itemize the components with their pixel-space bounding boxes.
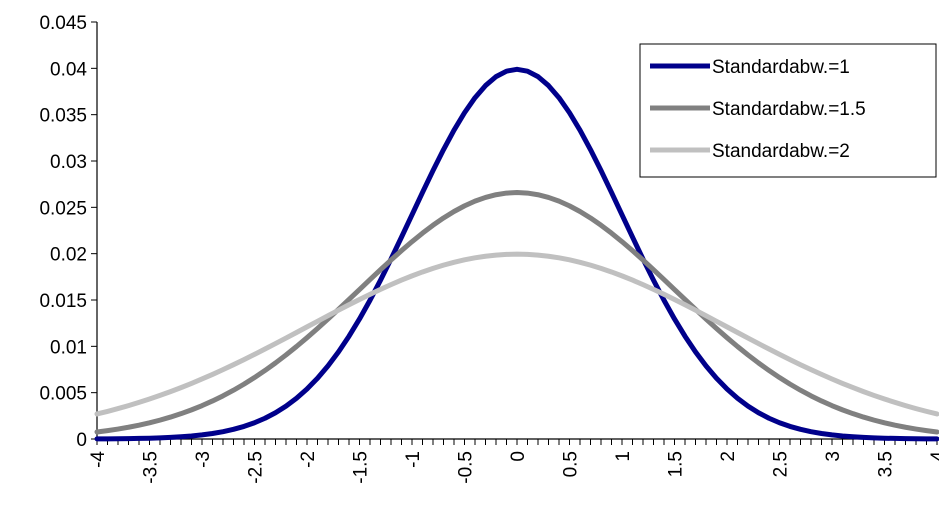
legend-label-2: Standardabw.=1.5 <box>712 99 866 120</box>
series-lines <box>94 66 939 442</box>
series-line-2 <box>94 190 939 435</box>
axes <box>91 21 938 445</box>
x-tick-label: -2 <box>298 451 319 468</box>
x-tick-label: 4 <box>928 451 939 462</box>
series-line-1 <box>94 66 939 442</box>
y-tick-label: 0.04 <box>50 59 87 80</box>
y-tick-label: 0.03 <box>50 152 87 173</box>
y-tick-label: 0.02 <box>50 245 87 266</box>
x-tick-labels: -4 -3.5 -3 -2.5 -2 -1.5 -1 -0.5 0 0.5 1 1.5 2 2.5 3 3.5… <box>88 451 939 484</box>
x-tick-label: 2 <box>718 451 739 462</box>
x-tick-label: -1 <box>403 451 424 468</box>
x-tick-label: 3.5 <box>876 451 897 477</box>
x-tick-label: 0 <box>508 451 529 462</box>
legend-label-1: Standardabw.=1 <box>712 57 850 78</box>
y-tick-label: 0 <box>76 430 87 451</box>
x-tick-label: -2.5 <box>246 451 267 484</box>
y-tick-labels: 0 0.005 0.01 0.015 0.02 0.025 0.03 0.035 0.04 0.0… <box>39 13 87 451</box>
legend-label-3: Standardabw.=2 <box>712 141 850 162</box>
y-tick-label: 0.045 <box>39 13 87 34</box>
x-tick-label: -3.5 <box>141 451 162 484</box>
y-tick-label: 0.035 <box>39 106 87 127</box>
y-tick-label: 0.005 <box>39 384 87 405</box>
x-tick-label: -4 <box>88 451 109 468</box>
series-line-3 <box>94 251 939 417</box>
x-tick-label: 3 <box>823 451 844 462</box>
x-tick-label: 0.5 <box>561 451 582 477</box>
y-tick-label: 0.01 <box>50 337 87 358</box>
y-tick-label: 0.025 <box>39 198 87 219</box>
y-tick-label: 0.015 <box>39 291 87 312</box>
x-tick-label: 2.5 <box>771 451 792 477</box>
x-tick-label: 1 <box>613 451 634 462</box>
x-tick-label: -0.5 <box>456 451 477 484</box>
x-tick-label: -3 <box>193 451 214 468</box>
x-tick-label: -1.5 <box>351 451 372 484</box>
x-tick-label: 1.5 <box>666 451 687 477</box>
legend: Standardabw.=1 Standardabw.=1.5 Standardab… <box>639 43 937 178</box>
